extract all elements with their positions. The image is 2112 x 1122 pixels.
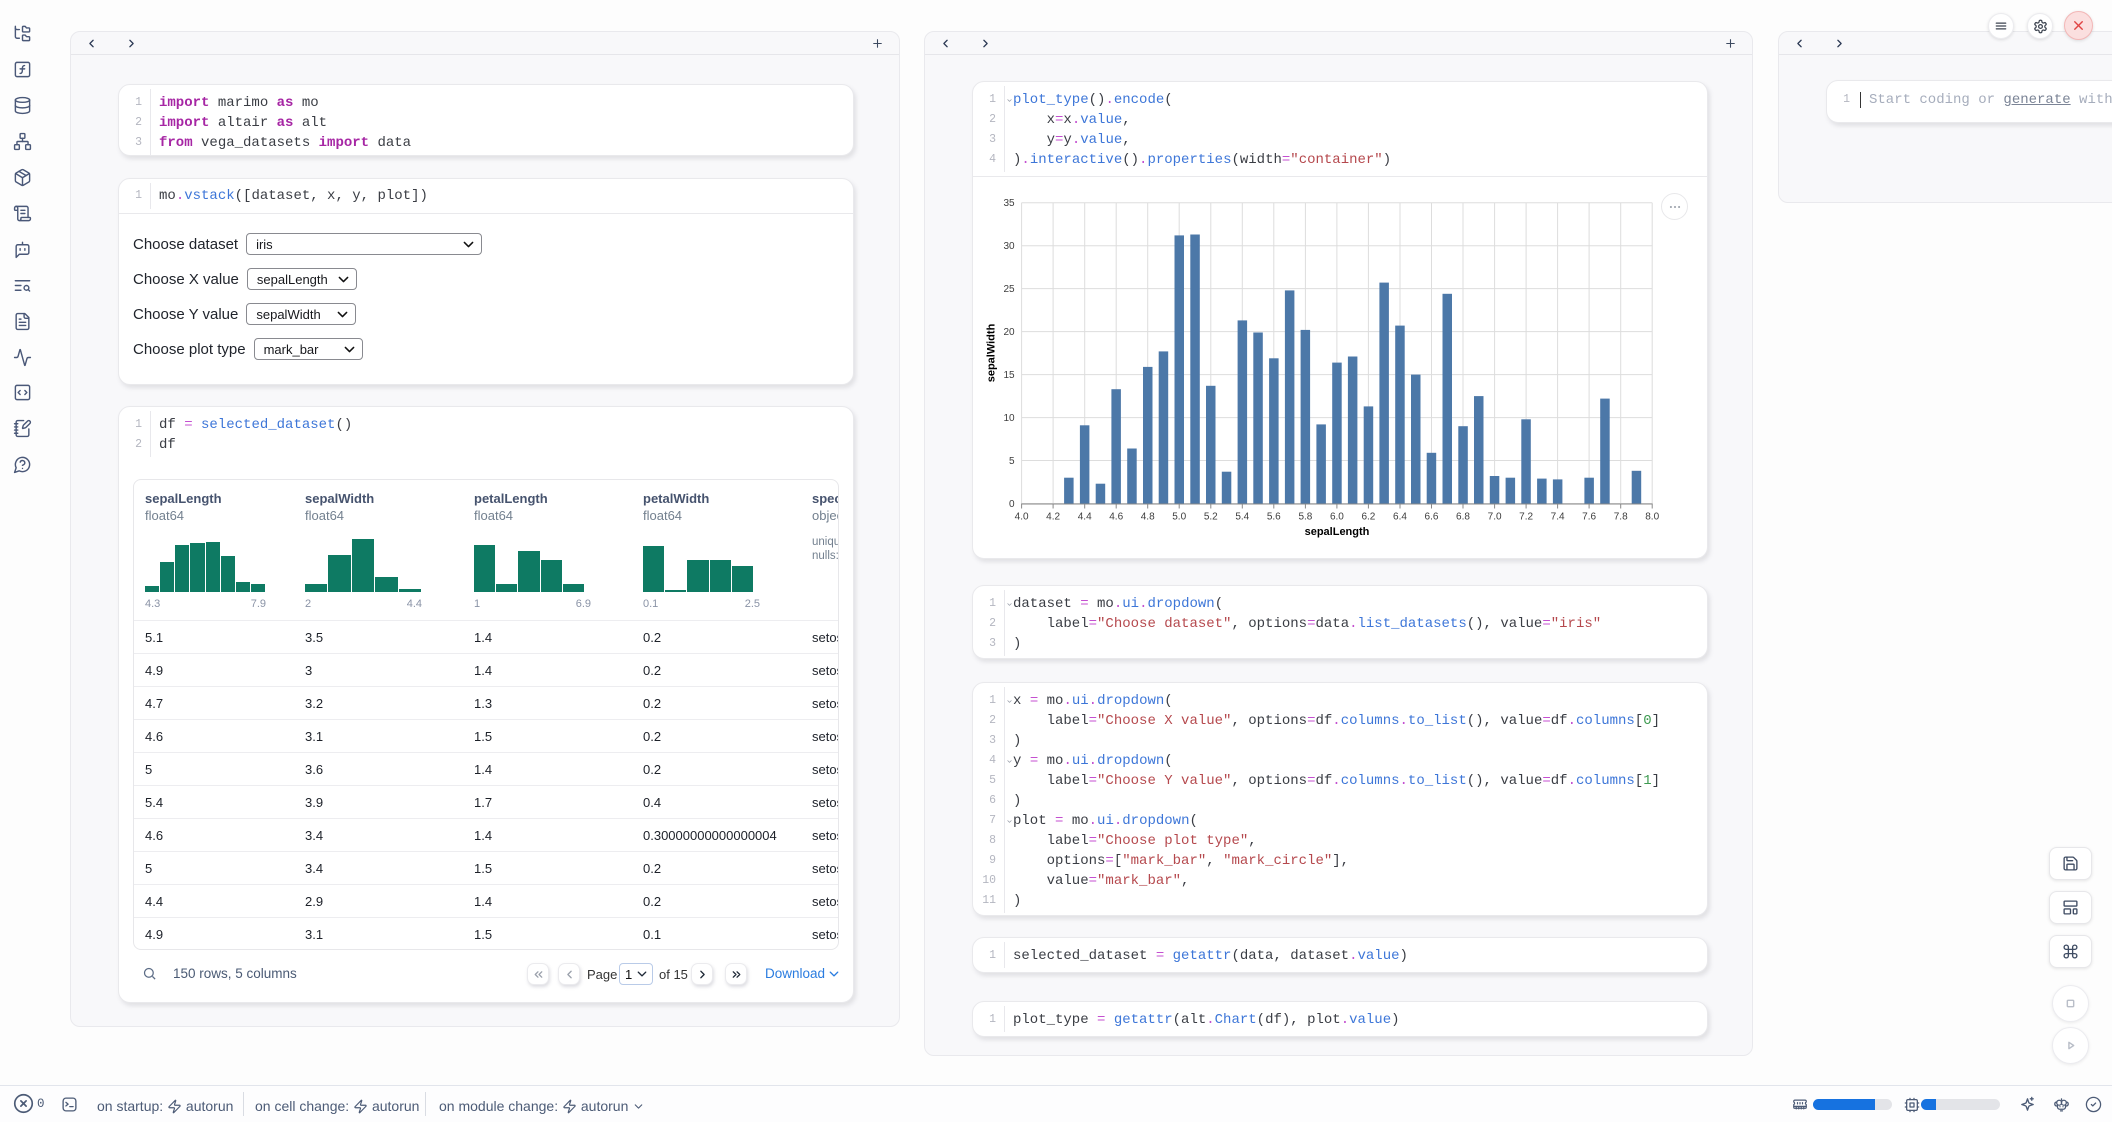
svg-text:4.6: 4.6 (1109, 512, 1123, 523)
svg-text:7.0: 7.0 (1488, 512, 1502, 523)
svg-text:20: 20 (1003, 327, 1015, 338)
svg-text:15: 15 (1003, 370, 1015, 381)
svg-text:5.2: 5.2 (1204, 512, 1218, 523)
svg-text:4.0: 4.0 (1015, 512, 1029, 523)
svg-text:7.2: 7.2 (1519, 512, 1533, 523)
svg-text:5: 5 (1009, 456, 1015, 467)
svg-text:7.4: 7.4 (1551, 512, 1565, 523)
svg-text:6.6: 6.6 (1425, 512, 1439, 523)
svg-text:5.0: 5.0 (1172, 512, 1186, 523)
svg-text:10: 10 (1003, 413, 1015, 424)
svg-text:35: 35 (1003, 198, 1015, 209)
svg-text:8.0: 8.0 (1645, 512, 1659, 523)
svg-text:5.6: 5.6 (1267, 512, 1281, 523)
svg-text:6.4: 6.4 (1393, 512, 1407, 523)
svg-text:4.8: 4.8 (1141, 512, 1155, 523)
svg-text:30: 30 (1003, 241, 1015, 252)
svg-text:7.6: 7.6 (1582, 512, 1596, 523)
svg-text:5.8: 5.8 (1298, 512, 1312, 523)
svg-text:25: 25 (1003, 284, 1015, 295)
svg-text:6.8: 6.8 (1456, 512, 1470, 523)
svg-text:5.4: 5.4 (1235, 512, 1249, 523)
svg-text:7.8: 7.8 (1614, 512, 1628, 523)
svg-text:6.2: 6.2 (1361, 512, 1375, 523)
svg-text:sepalLength: sepalLength (1305, 526, 1370, 538)
svg-text:0: 0 (1009, 499, 1015, 510)
svg-text:sepalWidth: sepalWidth (986, 323, 998, 382)
svg-text:4.4: 4.4 (1078, 512, 1092, 523)
svg-text:4.2: 4.2 (1046, 512, 1060, 523)
svg-text:6.0: 6.0 (1330, 512, 1344, 523)
